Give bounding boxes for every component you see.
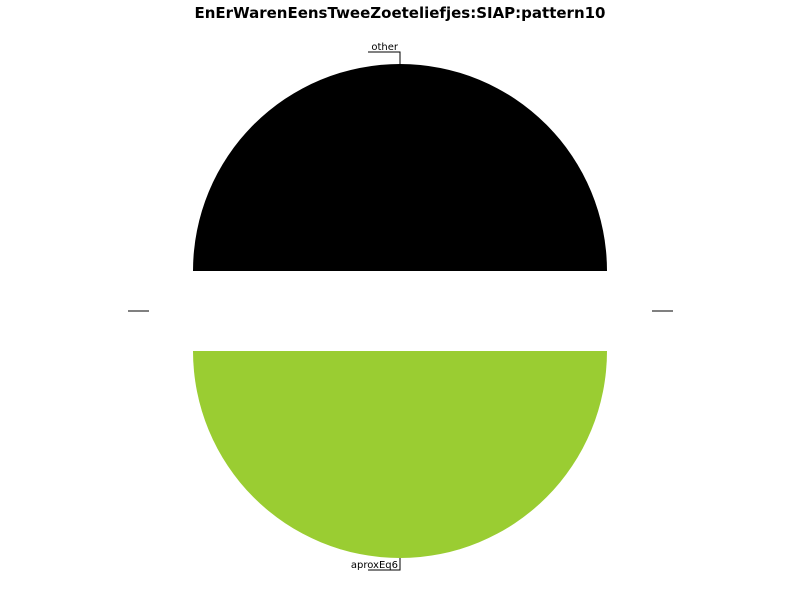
- leader-line-aproxEq6: [368, 558, 401, 571]
- slices-group: [193, 64, 607, 558]
- slice-labels-group: other aproxEq6: [351, 42, 401, 571]
- slice-label-aproxEq6: aproxEq6: [351, 560, 398, 571]
- slice-label-other: other: [371, 42, 399, 53]
- leader-line-other: [368, 51, 401, 64]
- pie-slice-aproxEq6: [193, 351, 607, 558]
- chart-title: EnErWarenEensTweeZoeteliefjes:SIAP:patte…: [195, 4, 606, 22]
- pie-slice-other: [193, 64, 607, 271]
